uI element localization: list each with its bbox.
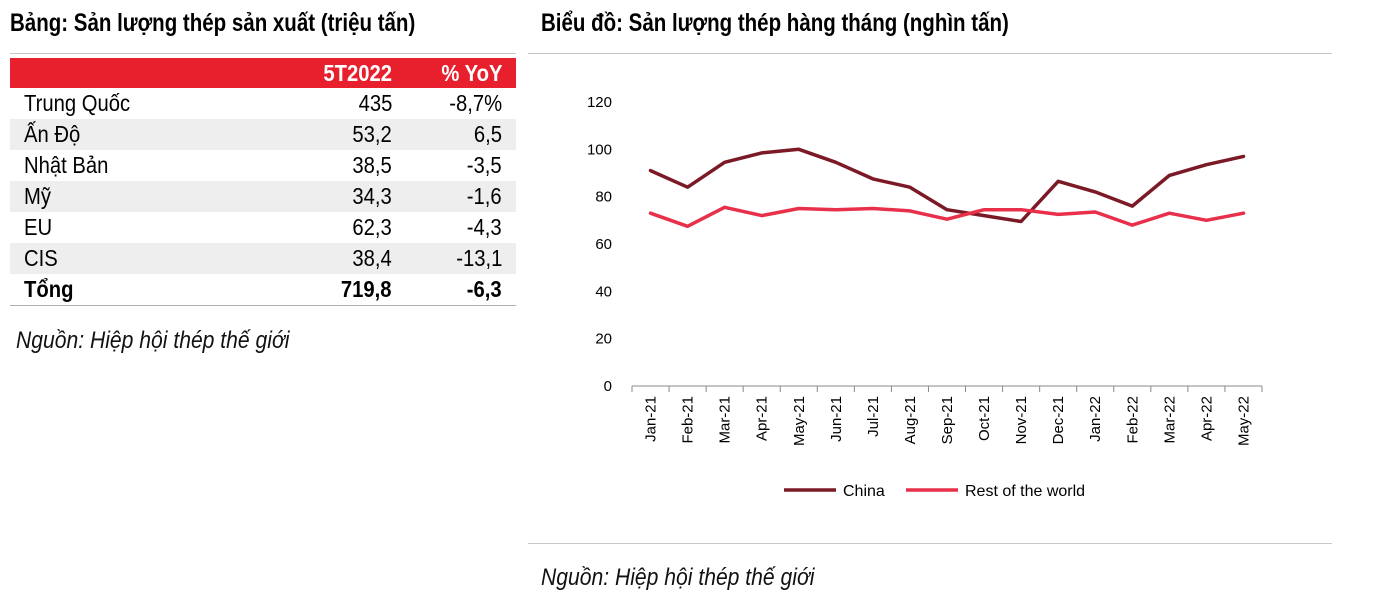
x-tick-label: Dec-21 [1050, 396, 1067, 444]
legend-label: China [843, 483, 885, 500]
cell-country: EU [24, 214, 53, 240]
cell-yoy: -3,5 [467, 152, 502, 178]
table-row: Ấn Độ 53,2 6,5 [10, 119, 516, 150]
cell-value: 62,3 [352, 214, 392, 240]
chart-source-note: Nguồn: Hiệp hội thép thế giới [541, 564, 815, 591]
cell-value: 38,4 [260, 243, 406, 274]
cell-country: CIS [10, 243, 260, 274]
series-line-rest-of-world [648, 205, 1246, 229]
y-tick-label: 80 [595, 189, 612, 206]
cell-yoy: -13,1 [406, 243, 516, 274]
x-tick-label: May-22 [1235, 396, 1252, 446]
cell-yoy: -1,6 [406, 181, 516, 212]
chart-bottom-divider [528, 543, 1332, 544]
line-chart: 0 20 40 60 80 100 120 Jan-21 Feb-21 Mar-21 Apr-21 M… [587, 94, 1263, 500]
table-row: Mỹ 34,3 -1,6 [10, 181, 516, 212]
table-total-row: Tổng 719,8 -6,3 [10, 274, 516, 306]
y-tick-label: 120 [587, 94, 612, 111]
header-country [10, 58, 260, 88]
cell-value: 435 [358, 90, 392, 116]
x-tick-label: Apr-21 [754, 396, 771, 441]
x-tick-label: Feb-22 [1124, 396, 1141, 444]
x-tick-label: Sep-21 [939, 396, 956, 444]
x-tick-label: Jan-21 [643, 396, 660, 442]
table-row: Trung Quốc 435 -8,7% [10, 88, 516, 119]
y-tick-label: 20 [595, 331, 612, 348]
cell-value: 34,3 [260, 181, 406, 212]
cell-country: Mỹ [10, 181, 260, 212]
table-row: CIS 38,4 -13,1 [10, 243, 516, 274]
table-title-divider [10, 53, 516, 54]
x-tick-label: Oct-21 [976, 396, 993, 441]
cell-country: Nhật Bản [24, 152, 109, 178]
table-title: Bảng: Sản lượng thép sản xuất (triệu tấn… [10, 9, 416, 37]
cell-yoy: -8,7% [449, 90, 502, 116]
x-tick-label: Nov-21 [1013, 396, 1030, 444]
table-header-row: 5T2022 % YoY [10, 58, 516, 88]
series-line-china [648, 147, 1246, 224]
x-tick-label: Aug-21 [902, 396, 919, 444]
x-tick-label: Feb-21 [680, 396, 697, 444]
y-tick-label: 0 [604, 378, 612, 395]
legend-label: Rest of the world [965, 483, 1085, 500]
table-row: EU 62,3 -4,3 [10, 212, 516, 243]
y-tick-label: 100 [587, 141, 612, 158]
cell-value: 38,5 [352, 152, 392, 178]
cell-yoy: 6,5 [406, 119, 516, 150]
x-tick-label: Jan-22 [1087, 396, 1104, 442]
y-tick-label: 60 [595, 236, 612, 253]
cell-country: Tổng [10, 274, 260, 306]
table-source-note: Nguồn: Hiệp hội thép thế giới [16, 327, 290, 354]
chart-title-divider [528, 53, 1332, 54]
y-tick-label: 40 [595, 283, 612, 300]
table-row: Nhật Bản 38,5 -3,5 [10, 150, 516, 181]
chart-title: Biểu đồ: Sản lượng thép hàng tháng (nghì… [541, 9, 1009, 37]
x-tick-label: Mar-22 [1161, 396, 1178, 444]
cell-country: Ấn Độ [10, 119, 260, 150]
x-tick-label: Apr-22 [1198, 396, 1215, 441]
x-tick-label: Jun-21 [828, 396, 845, 442]
x-tick-label: Mar-21 [717, 396, 734, 444]
cell-value: 719,8 [260, 274, 406, 306]
cell-yoy: -6,3 [406, 274, 516, 306]
cell-country: Trung Quốc [24, 90, 131, 116]
cell-value: 53,2 [260, 119, 406, 150]
header-yoy: % YoY [406, 58, 516, 88]
production-table: 5T2022 % YoY Trung Quốc 435 -8,7% Ấn Độ … [10, 58, 516, 306]
cell-yoy: -4,3 [467, 214, 502, 240]
x-tick-label: Jul-21 [865, 396, 882, 437]
x-tick-label: May-21 [791, 396, 808, 446]
header-5t2022: 5T2022 [260, 58, 406, 88]
